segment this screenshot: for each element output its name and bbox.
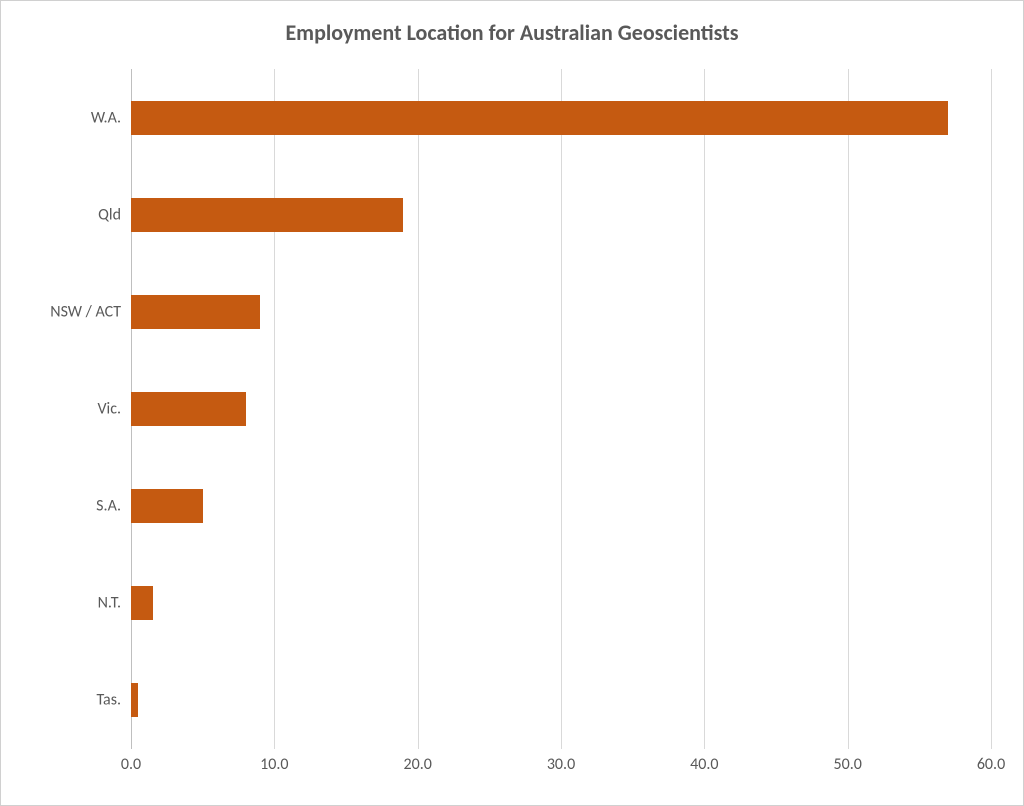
gridline	[848, 69, 849, 749]
y-category-label: W.A.	[21, 108, 121, 127]
gridline	[561, 69, 562, 749]
gridline	[418, 69, 419, 749]
x-tick-label: 0.0	[121, 755, 141, 774]
y-category-label: Tas.	[21, 691, 121, 710]
x-tick-label: 50.0	[833, 755, 861, 774]
y-category-label: S.A.	[21, 497, 121, 516]
y-category-label: N.T.	[21, 594, 121, 613]
gridline	[274, 69, 275, 749]
gridline	[704, 69, 705, 749]
chart-container: Employment Location for Australian Geosc…	[0, 0, 1024, 806]
chart-title: Employment Location for Australian Geosc…	[1, 19, 1023, 46]
bar	[131, 101, 948, 135]
x-tick-label: 30.0	[547, 755, 575, 774]
y-category-label: NSW / ACT	[21, 302, 121, 321]
gridline	[991, 69, 992, 749]
y-category-label: Qld	[21, 205, 121, 224]
bar	[131, 295, 260, 329]
bar	[131, 489, 203, 523]
bar	[131, 586, 153, 620]
x-tick-label: 10.0	[260, 755, 288, 774]
y-category-label: Vic.	[21, 400, 121, 419]
bar	[131, 683, 138, 717]
bar	[131, 392, 246, 426]
x-tick-label: 20.0	[403, 755, 431, 774]
plot-area	[131, 69, 991, 749]
x-tick-label: 60.0	[977, 755, 1005, 774]
x-tick-label: 40.0	[690, 755, 718, 774]
bar	[131, 198, 403, 232]
